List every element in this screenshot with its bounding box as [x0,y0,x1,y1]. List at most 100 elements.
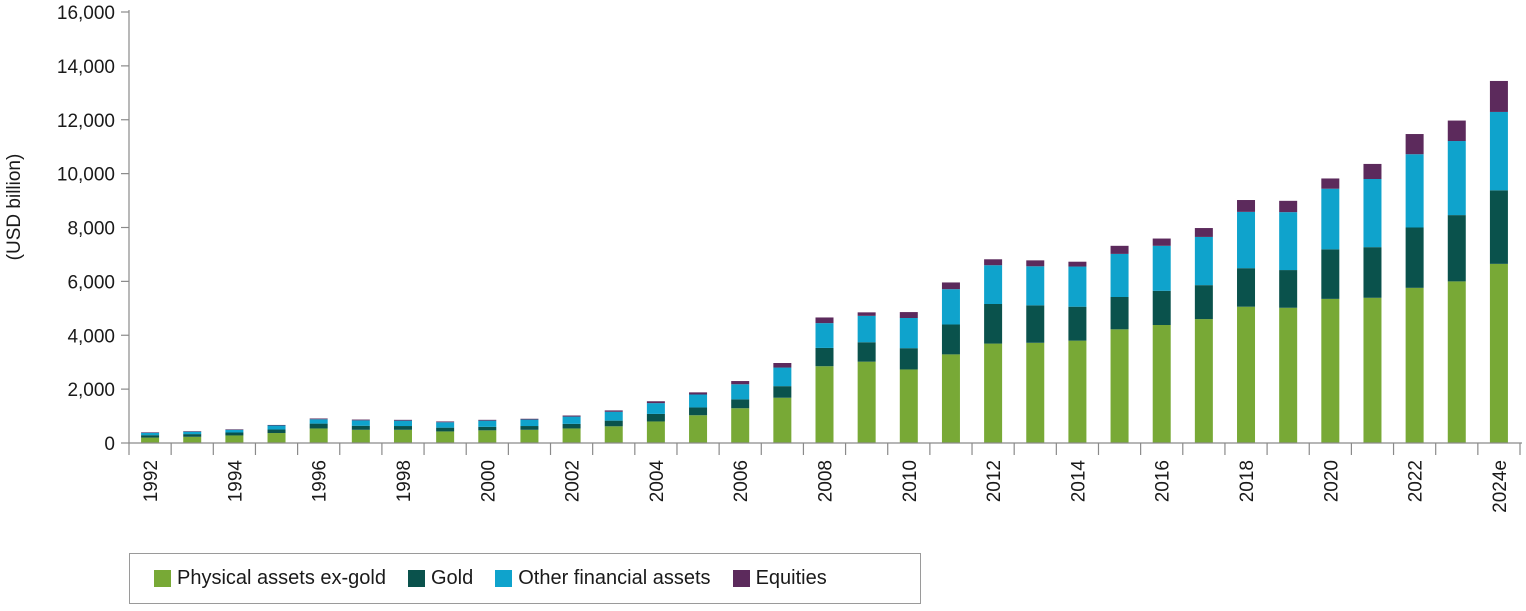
bar-segment [1321,188,1340,250]
legend-item: Physical assets ex-gold [154,567,386,590]
bar-segment [1489,263,1508,443]
x-tick-label: 1996 [310,460,331,502]
bar-segment [1068,306,1087,341]
bar-segment [267,429,286,434]
bar-segment [1279,270,1298,308]
bar-segment [393,420,412,427]
bar-segment [1152,290,1171,326]
bar-segment [1237,306,1256,443]
bar-segment [1489,111,1508,191]
bar-segment [604,420,623,427]
bar-segment [773,397,792,443]
bar-segment [773,363,792,368]
bar-segment [225,429,244,433]
bar-segment [773,386,792,398]
bar-segment [984,259,1003,266]
bar-segment [1026,260,1045,267]
bar-segment [267,425,286,430]
x-tick-label: 1998 [394,460,415,502]
x-tick-label: 2018 [1237,460,1258,502]
bar-segment [351,419,370,421]
bar-segment [520,419,539,427]
legend-swatch [154,570,171,587]
bar-segment [1068,266,1087,307]
y-tick-label: 12,000 [57,111,115,132]
bar-segment [267,424,286,426]
bar-segment [183,431,202,435]
bar-segment [436,421,455,423]
bar-segment [1321,178,1340,189]
bar-segment [351,425,370,430]
bar-segment [941,324,960,355]
bar-segment [1447,141,1466,216]
bar-segment [1447,215,1466,282]
bar-segment [183,436,202,443]
bar-segment [1363,179,1382,248]
bar-segment [1068,261,1087,267]
bar-segment [604,410,623,412]
bars [141,80,1508,444]
bar-segment [562,428,581,443]
x-tick-label: 2012 [984,460,1005,502]
y-tick-label: 16,000 [57,3,115,24]
bar-segment [857,361,876,443]
bar-segment [478,430,497,443]
bar-segment [1279,212,1298,271]
bar-segment [562,416,581,424]
bar-segment [1489,190,1508,264]
bar-segment [1152,238,1171,246]
bar-segment [478,419,497,421]
x-tick-label: 2000 [478,460,499,502]
bar-segment [520,426,539,430]
bar-segment [1363,163,1382,180]
bar-segment [815,366,834,443]
bar-segment [773,367,792,387]
bar-segment [1237,211,1256,269]
bar-segment [1447,281,1466,444]
bar-segment [899,348,918,370]
y-tick-label: 0 [104,434,115,455]
bar-segment [562,423,581,429]
bar-segment [899,312,918,319]
legend-swatch [407,570,425,587]
bar-segment [646,413,665,422]
legend-swatch [732,570,750,587]
legend-item: Equities [732,567,827,590]
legend: Physical assets ex-gold Gold Other financi… [129,553,921,604]
bar-segment [1026,266,1045,306]
x-axis: 1992 1994 1996 1998 2000 2002 2004 2006 2008 2010… [128,442,1522,513]
bar-segment [1321,249,1340,299]
bar-segment [309,419,328,424]
bar-segment [984,265,1003,304]
bar-segment [1152,325,1171,443]
bar-segment [1237,200,1256,212]
legend-item: Other financial assets [495,567,711,590]
y-axis: 0 2,000 4,000 6,000 8,000 10,000 12,000 14,000 1… [57,3,130,455]
bar-segment [1363,297,1382,443]
bar-segment [520,429,539,443]
bar-segment [689,392,708,395]
bar-segment [436,422,455,428]
bar-segment [1026,342,1045,443]
legend-label: Equities [755,567,827,589]
bar-segment [393,429,412,443]
bar-segment [984,304,1003,344]
y-tick-label: 8,000 [67,219,115,240]
bar-segment [393,426,412,430]
y-tick-label: 4,000 [67,326,115,347]
bar-segment [731,381,750,385]
x-tick-label: 2010 [900,460,921,502]
bar-segment [689,407,708,416]
bar-segment [309,423,328,429]
legend-item: Gold [407,567,473,590]
bar-segment [604,411,623,421]
bar-segment [815,323,834,348]
x-tick-label: 1992 [141,460,162,502]
x-tick-label: 2008 [816,460,837,502]
bar-segment [941,354,960,443]
bar-segment [646,401,665,404]
legend-label: Physical assets ex-gold [177,567,386,589]
bar-segment [857,312,876,316]
bar-segment [436,431,455,443]
